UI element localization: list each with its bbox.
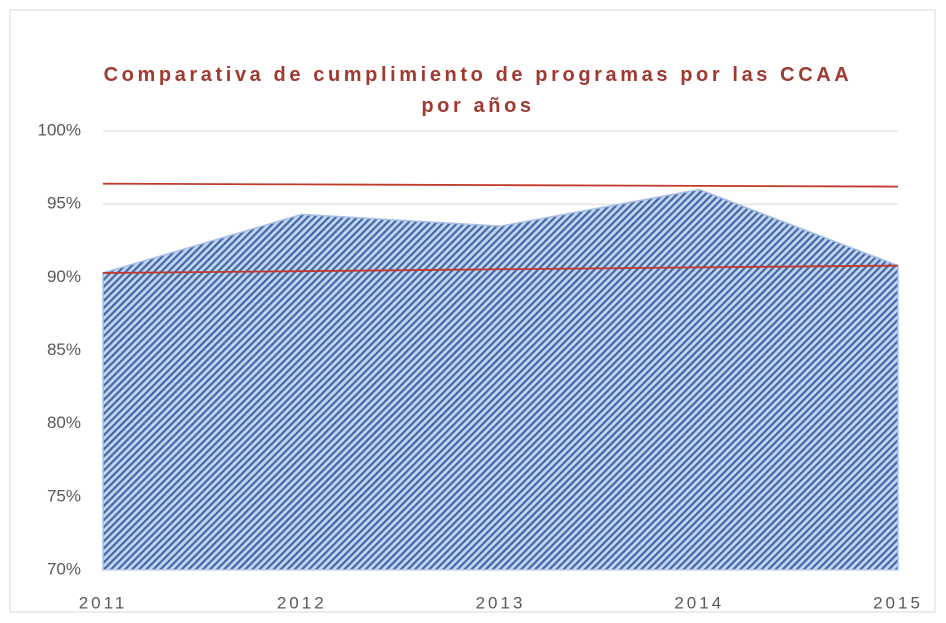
chart-border (9, 9, 936, 613)
x-tick-label: 2012 (277, 593, 327, 612)
y-tick-label: 90% (47, 267, 81, 286)
y-tick-label: 75% (47, 486, 81, 505)
x-tick-label: 2014 (674, 593, 724, 612)
y-tick-label: 80% (47, 413, 81, 432)
x-tick-label: 2013 (476, 593, 526, 612)
x-tick-label: 2015 (873, 593, 923, 612)
y-tick-label: 100% (38, 120, 81, 139)
y-tick-label: 70% (47, 559, 81, 578)
trend-line (102, 182, 899, 188)
chart-title: Comparativa de cumplimiento de programas… (103, 64, 853, 117)
trend-line (102, 264, 899, 274)
y-tick-label: 95% (47, 194, 81, 213)
area (102, 188, 899, 571)
y-tick-label: 85% (47, 340, 81, 359)
x-tick-label: 2011 (79, 593, 128, 612)
